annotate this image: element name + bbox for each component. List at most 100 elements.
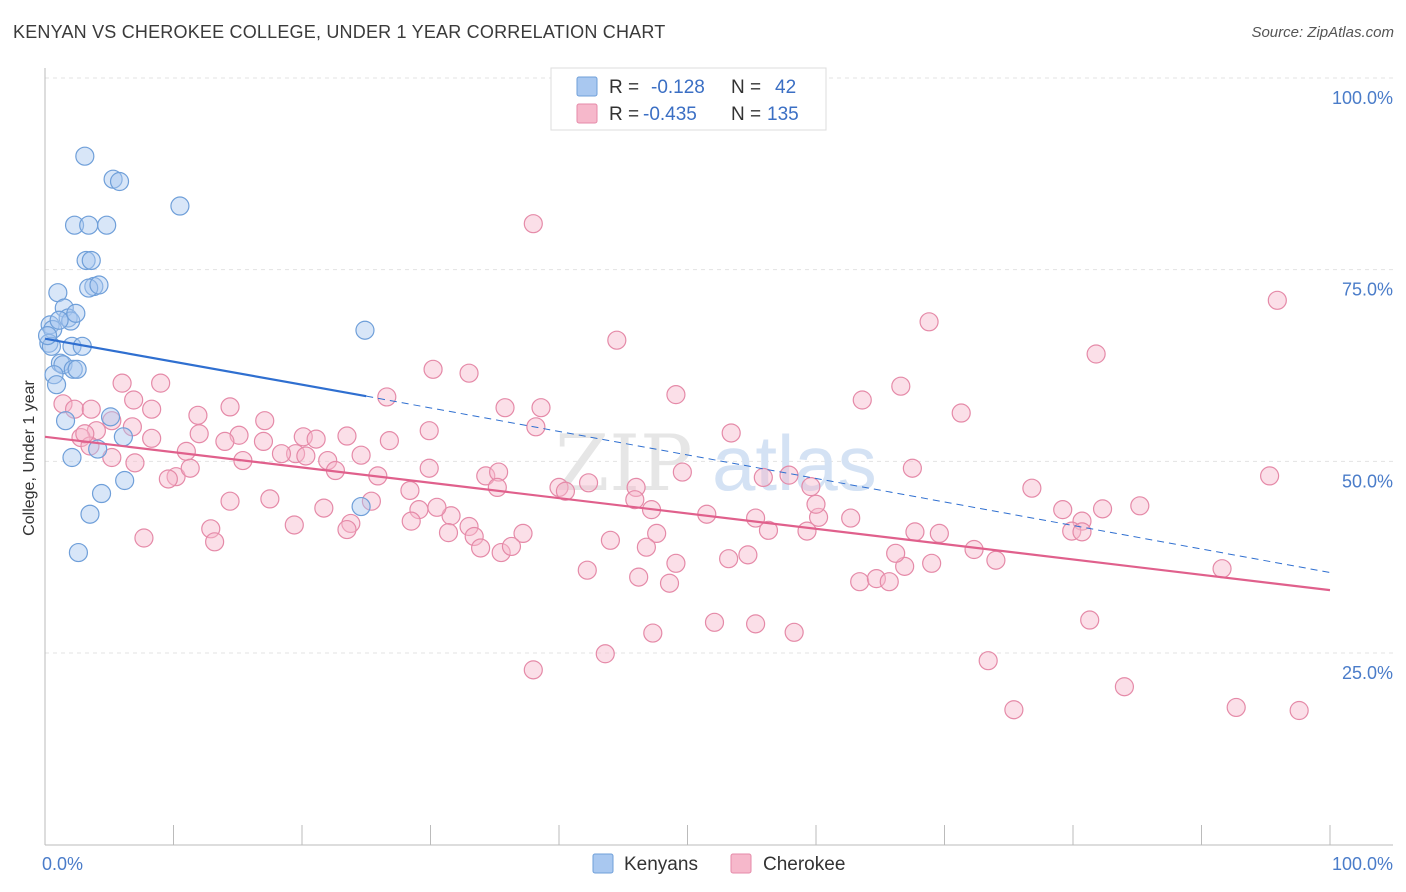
point-cherokee-54	[626, 477, 646, 497]
bottom-legend-label-cherokee: Cherokee	[763, 854, 845, 875]
point-cherokee-17	[142, 399, 162, 419]
point-cherokee-9	[666, 385, 686, 405]
chart-title: KENYAN VS CHEROKEE COLLEGE, UNDER 1 YEAR…	[13, 22, 666, 42]
point-cherokee-26	[229, 425, 249, 445]
point-cherokee-65	[102, 447, 122, 468]
point-cherokee-132	[704, 612, 725, 632]
point-cherokee-18	[220, 397, 240, 417]
point-kenyans-41	[37, 326, 58, 346]
point-kenyans-40	[55, 411, 76, 431]
point-kenyans-34	[115, 470, 135, 491]
point-cherokee-34	[306, 429, 326, 449]
point-cherokee-80	[513, 523, 533, 544]
point-cherokee-20	[495, 398, 515, 418]
point-cherokee-11	[377, 387, 397, 407]
point-cherokee-33	[337, 426, 357, 446]
point-cherokee-120	[1130, 496, 1150, 516]
point-cherokee-62	[166, 467, 186, 487]
point-kenyans-0	[75, 146, 95, 166]
point-cherokee-82	[647, 523, 667, 544]
point-cherokee-114	[929, 523, 949, 544]
point-cherokee-36	[419, 421, 439, 441]
point-cherokee-64	[180, 458, 200, 478]
point-cherokee-123	[806, 494, 826, 514]
point-cherokee-93	[659, 573, 680, 593]
bottom-legend-swatch-kenyans	[592, 853, 614, 874]
point-kenyans-36	[80, 504, 100, 524]
point-cherokee-61	[125, 453, 145, 473]
point-cherokee-68	[271, 444, 292, 464]
point-kenyans-27	[67, 359, 87, 379]
point-cherokee-124	[801, 477, 821, 497]
point-cherokee-6	[459, 363, 479, 383]
point-cherokee-79	[459, 516, 479, 537]
trend-line-cherokee	[44, 435, 1331, 592]
legend-r-label-kenyans: R =	[609, 77, 639, 98]
point-cherokee-108	[850, 572, 870, 592]
point-cherokee-104	[205, 532, 225, 552]
point-cherokee-133	[746, 614, 766, 634]
point-cherokee-76	[314, 498, 334, 518]
point-cherokee-57	[753, 467, 773, 488]
point-cherokee-58	[625, 490, 645, 510]
point-kenyans-3	[170, 196, 190, 216]
point-cherokee-128	[1080, 610, 1100, 630]
point-kenyans-5	[79, 215, 99, 235]
point-cherokee-48	[476, 466, 496, 486]
legend-r-value-kenyans: -0.128	[651, 77, 705, 98]
point-cherokee-102	[401, 511, 421, 531]
point-cherokee-4	[1086, 344, 1106, 364]
point-cherokee-1	[523, 214, 543, 234]
point-cherokee-100	[471, 538, 491, 558]
point-cherokee-14	[53, 394, 73, 414]
point-cherokee-117	[1072, 511, 1092, 531]
x-tick-label-1: 100.0%	[1332, 854, 1393, 874]
point-cherokee-92	[666, 553, 686, 573]
x-tick-label-0: 0.0%	[42, 854, 83, 874]
bottom-legend: Kenyans Cherokee	[592, 853, 845, 875]
point-cherokee-53	[487, 477, 507, 497]
point-cherokee-31	[215, 431, 235, 451]
point-cherokee-125	[886, 543, 906, 563]
trend-layer	[44, 337, 1331, 592]
legend-n-value-kenyans: 42	[775, 77, 796, 98]
point-kenyans-19	[49, 310, 69, 330]
point-cherokee-2	[919, 312, 939, 332]
point-kenyans-31	[113, 427, 133, 447]
point-cherokee-49	[489, 462, 509, 482]
point-cherokee-13	[124, 390, 144, 410]
point-cherokee-96	[438, 523, 459, 543]
point-cherokee-67	[189, 424, 209, 444]
y-axis-title: College, Under 1 year	[21, 380, 38, 536]
x-axis-ticks	[44, 825, 1331, 845]
point-kenyans-20	[39, 333, 59, 353]
point-cherokee-5	[423, 359, 443, 379]
point-cherokee-107	[841, 508, 861, 528]
point-cherokee-113	[986, 550, 1006, 570]
point-cherokee-40	[176, 441, 196, 461]
point-cherokee-35	[379, 431, 399, 451]
trend-line-kenyans	[44, 337, 367, 398]
point-cherokee-63	[158, 469, 178, 489]
point-cherokee-88	[797, 521, 817, 541]
gridlines	[45, 77, 1393, 654]
point-cherokee-50	[578, 473, 599, 493]
point-cherokee-52	[555, 481, 576, 501]
point-cherokee-47	[419, 458, 439, 478]
point-cherokee-89	[719, 549, 739, 569]
y-tick-label-3: 100.0%	[1332, 88, 1393, 108]
point-kenyans-8	[81, 250, 101, 271]
series-kenyans	[37, 146, 375, 563]
point-cherokee-21	[531, 398, 551, 418]
point-cherokee-45	[351, 445, 371, 465]
point-cherokee-118	[1053, 500, 1073, 520]
point-cherokee-106	[260, 489, 280, 509]
point-cherokee-126	[1212, 559, 1232, 579]
point-cherokee-139	[1226, 697, 1246, 718]
axes	[44, 68, 1393, 846]
bottom-legend-label-kenyans: Kenyans	[624, 854, 698, 875]
top-legend: R = -0.128 N = 42 R = -0.435 N = 135	[550, 67, 827, 131]
point-cherokee-101	[409, 500, 429, 520]
point-cherokee-56	[672, 462, 692, 482]
